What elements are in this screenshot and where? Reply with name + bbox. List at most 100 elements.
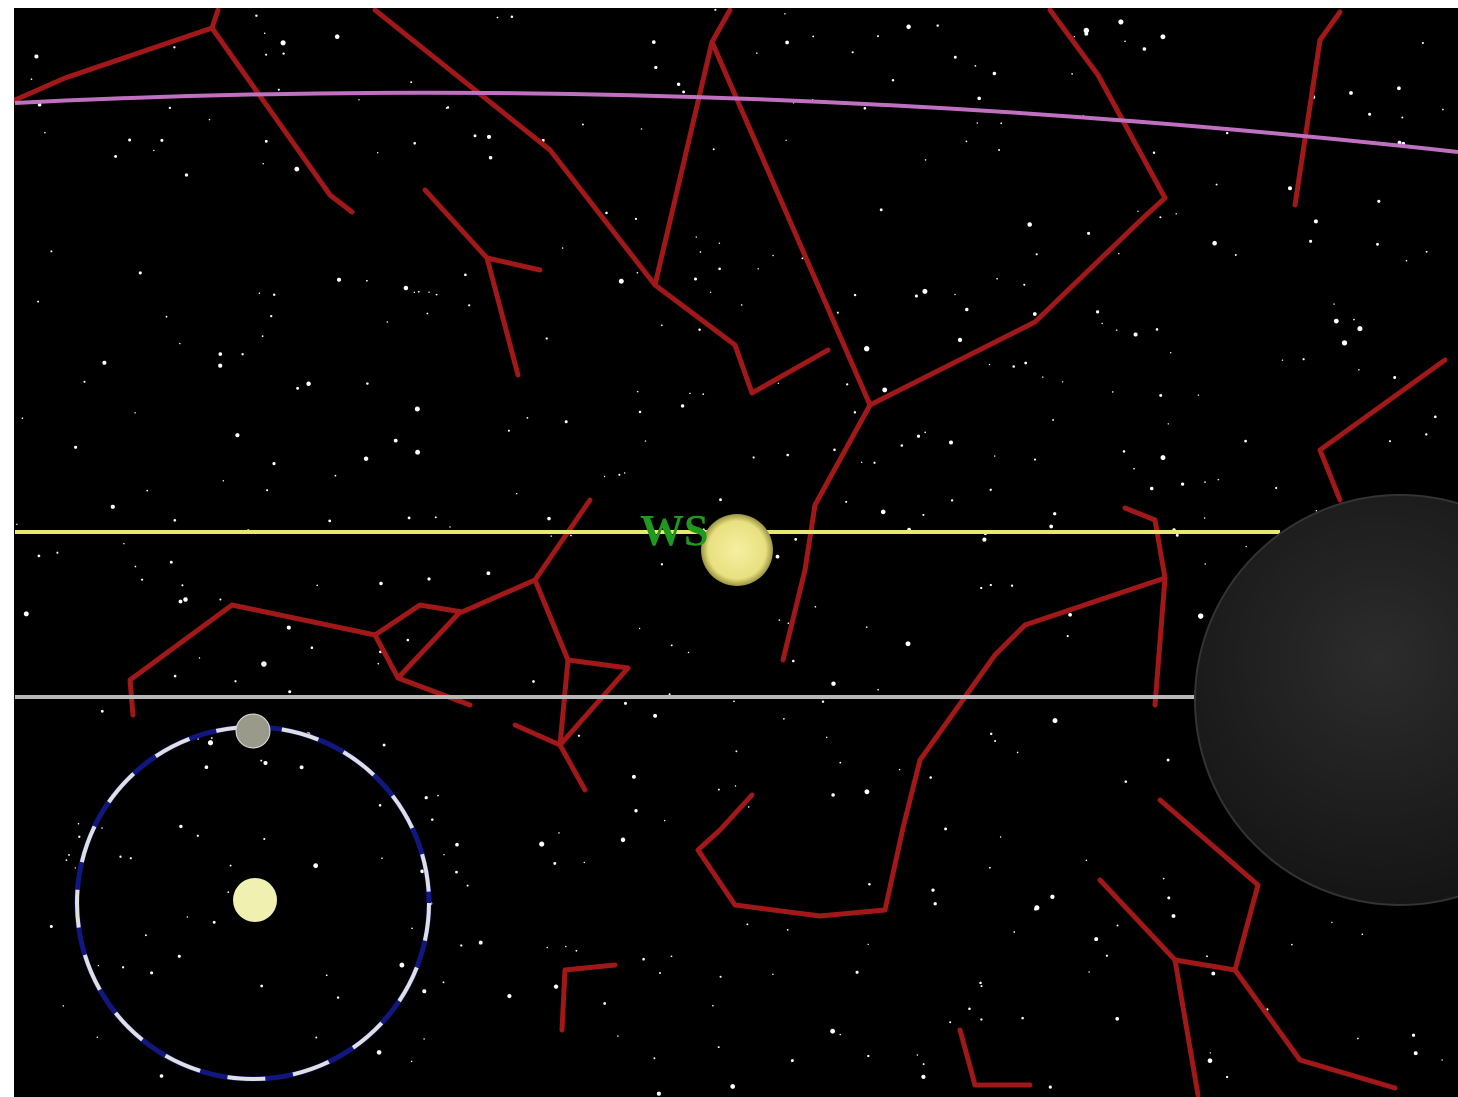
star [864,789,869,794]
star [364,456,368,460]
star [74,446,77,449]
sun[interactable] [701,514,773,586]
star [313,863,318,868]
star [877,689,879,691]
star [562,247,564,249]
star [873,462,875,464]
star [404,286,409,291]
star [1198,613,1203,618]
star [720,976,722,978]
star [135,566,137,568]
star [570,535,572,537]
star [366,382,368,384]
star [882,387,887,392]
star [260,760,262,762]
star [1212,241,1217,246]
star [474,134,477,137]
inset-moon[interactable] [236,714,270,748]
star [241,353,243,355]
star [37,301,39,303]
star [831,681,835,685]
star [741,304,743,306]
star [868,883,871,886]
star [934,902,937,905]
star [1013,931,1015,933]
star [949,1021,951,1023]
star [270,315,272,317]
star [1062,381,1063,382]
star [915,294,918,297]
star [219,598,221,600]
star [921,1075,925,1079]
star [550,535,551,536]
star [1153,152,1155,154]
star [661,563,663,565]
star [78,823,80,825]
star [1101,323,1102,324]
star [696,236,697,237]
star [944,827,947,830]
star [624,702,627,705]
star [145,934,147,936]
star [199,657,200,658]
star [547,517,550,520]
star [924,431,926,433]
star [746,923,748,925]
star [273,293,275,295]
star [1000,836,1001,837]
star [111,505,115,509]
star [618,474,620,476]
star [282,52,284,54]
star [1181,482,1184,485]
star [24,611,29,616]
star [980,1018,982,1020]
star [546,947,548,949]
star [1167,896,1170,899]
star [411,927,413,929]
star [377,663,379,665]
star [702,393,704,395]
star [260,985,263,988]
star [1036,253,1038,255]
star [34,54,38,58]
star [218,364,222,368]
star [689,393,691,395]
star [437,795,439,797]
star [1159,394,1162,397]
star [1118,19,1123,24]
star [714,9,716,11]
star [1096,310,1099,313]
star [776,555,780,559]
star [787,622,789,624]
star [1275,487,1277,489]
star [867,1055,869,1057]
star [1288,186,1292,190]
star [213,921,216,924]
star [1087,232,1090,235]
star [1027,222,1032,227]
star [130,857,132,859]
star [713,148,715,150]
star [413,142,416,145]
star [387,321,389,323]
star [968,1007,971,1010]
star [845,501,847,503]
star [792,660,795,663]
star [718,789,720,791]
star [139,271,142,274]
inset-sun [233,878,277,922]
star [63,1005,65,1007]
star [428,291,429,292]
star [989,364,991,366]
star [68,854,70,856]
star [931,888,934,891]
star [1357,326,1362,331]
star [296,387,299,390]
star [381,857,383,859]
star [1244,440,1247,443]
star [1124,40,1126,42]
star [446,107,448,109]
star [211,737,213,739]
star [1331,922,1332,923]
star [1204,481,1206,483]
